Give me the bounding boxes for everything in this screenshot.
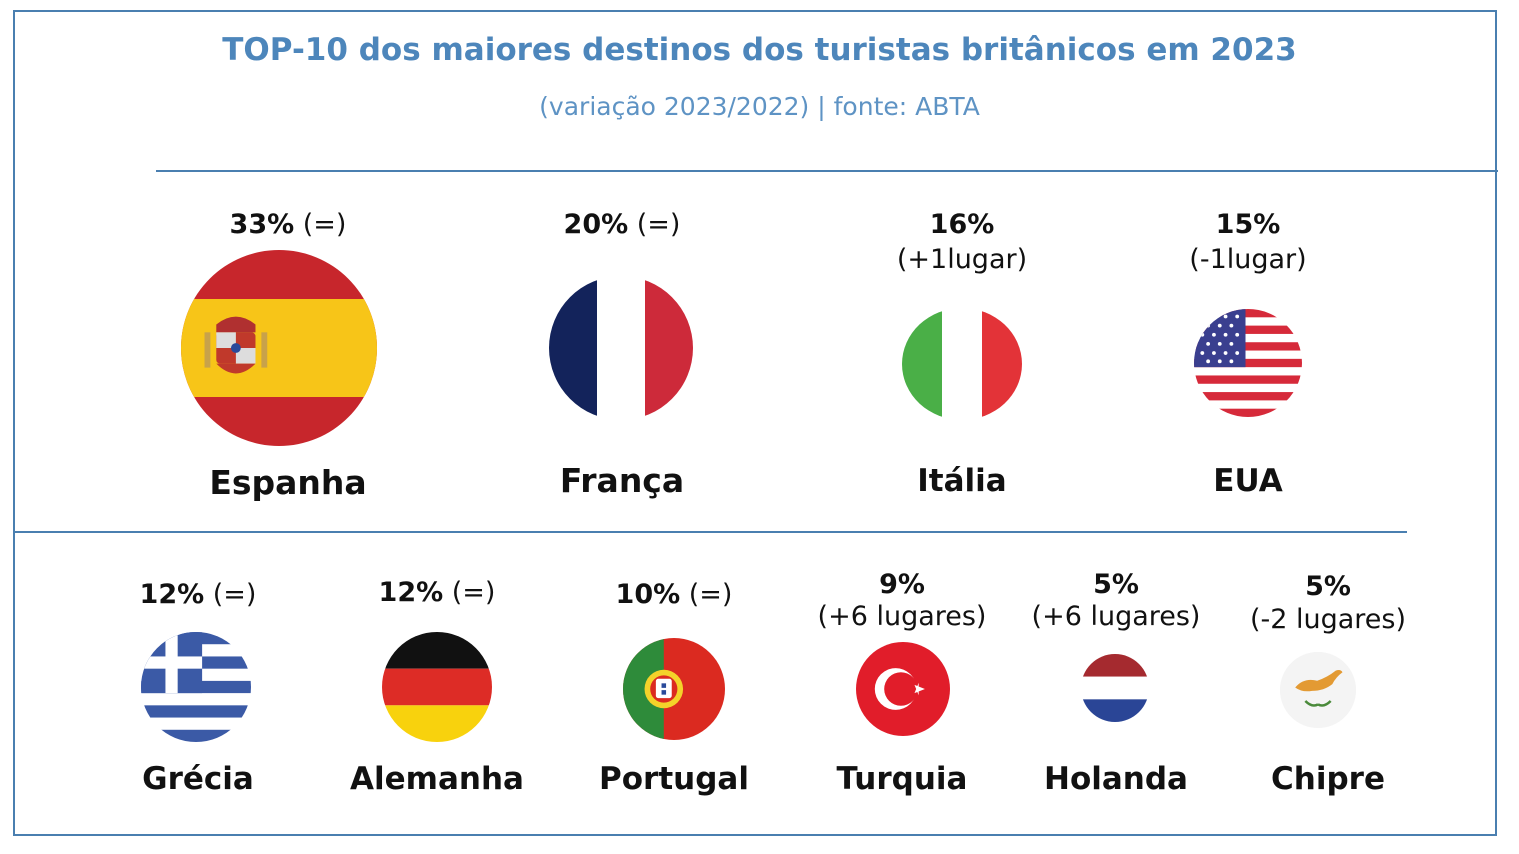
netherlands-flag-icon [1081,654,1149,722]
usa-flag-icon [1194,309,1302,417]
rank-change: (-2 lugares) [1249,604,1407,635]
destination-card-portugal: 10% (=) Portugal [574,568,774,808]
top-divider [156,170,1498,172]
destination-card-cyprus: 5% (-2 lugares) Chipre [1228,568,1428,808]
middle-divider [15,531,1407,533]
destination-card-france: 20% (=) França [502,200,742,510]
destination-card-usa: 15% (-1lugar) EUA [1128,200,1368,510]
country-name: Itália [917,463,1007,499]
italy-flag-icon [902,308,1022,420]
percentage: 9% [879,569,925,600]
percentage: 5% [1305,571,1351,602]
percentage: 12% [139,579,205,610]
country-name: Grécia [142,761,254,797]
country-name: Alemanha [350,761,524,797]
stat-line: 12% (=) [98,578,298,612]
rank-change: (=) [212,579,257,610]
stat-line: 15% [1128,208,1368,242]
rank-change: (+1lugar) [896,244,1028,275]
percentage: 10% [615,579,681,610]
infographic-frame [13,10,1497,836]
destination-card-germany: 12% (=) Alemanha [337,568,537,808]
rank-change: (+6 lugares) [817,601,987,632]
country-name: Turquia [836,761,968,797]
spain-flag-icon [181,250,377,446]
percentage: 15% [1215,209,1281,240]
page-subtitle: (variação 2023/2022) | fonte: ABTA [539,92,980,121]
rank-change: (=) [302,209,347,240]
page-title: TOP-10 dos maiores destinos dos turistas… [222,32,1297,68]
percentage: 33% [229,209,295,240]
percentage: 5% [1093,569,1139,600]
percentage: 16% [929,209,995,240]
greece-flag-icon [141,632,251,742]
country-name: Portugal [599,761,749,797]
rank-change: (-1lugar) [1189,244,1307,275]
turkey-flag-icon [856,642,950,736]
stat-line: 10% (=) [574,578,774,612]
destination-card-spain: 33% (=) Espanha [168,200,408,510]
destination-card-turkey: 9% (+6 lugares) Turquia [802,568,1002,808]
destination-card-italy: 16% (+1lugar) Itália [842,200,1082,510]
stat-line: 16% [842,208,1082,242]
country-name: França [559,461,685,500]
stat-line: 12% (=) [337,576,537,610]
percentage: 12% [378,577,444,608]
stat-line: 5% [1016,568,1216,602]
rank-change: (=) [688,579,733,610]
destination-card-netherlands: 5% (+6 lugares) Holanda [1016,568,1216,808]
country-name: Espanha [209,463,367,502]
percentage: 20% [563,209,629,240]
country-name: Holanda [1044,761,1188,797]
stat-line: 20% (=) [502,208,742,242]
germany-flag-icon [382,632,492,742]
rank-change: (=) [636,209,681,240]
rank-change: (+6 lugares) [1031,601,1201,632]
country-name: EUA [1213,463,1283,499]
rank-change: (=) [451,577,496,608]
country-name: Chipre [1271,761,1385,797]
stat-line: 9% [802,568,1002,602]
stat-line: 33% (=) [168,208,408,242]
cyprus-flag-icon [1280,652,1356,728]
destination-card-greece: 12% (=) Grécia [98,568,298,808]
france-flag-icon [549,276,693,420]
stat-line: 5% [1228,570,1428,604]
portugal-flag-icon [623,638,725,740]
